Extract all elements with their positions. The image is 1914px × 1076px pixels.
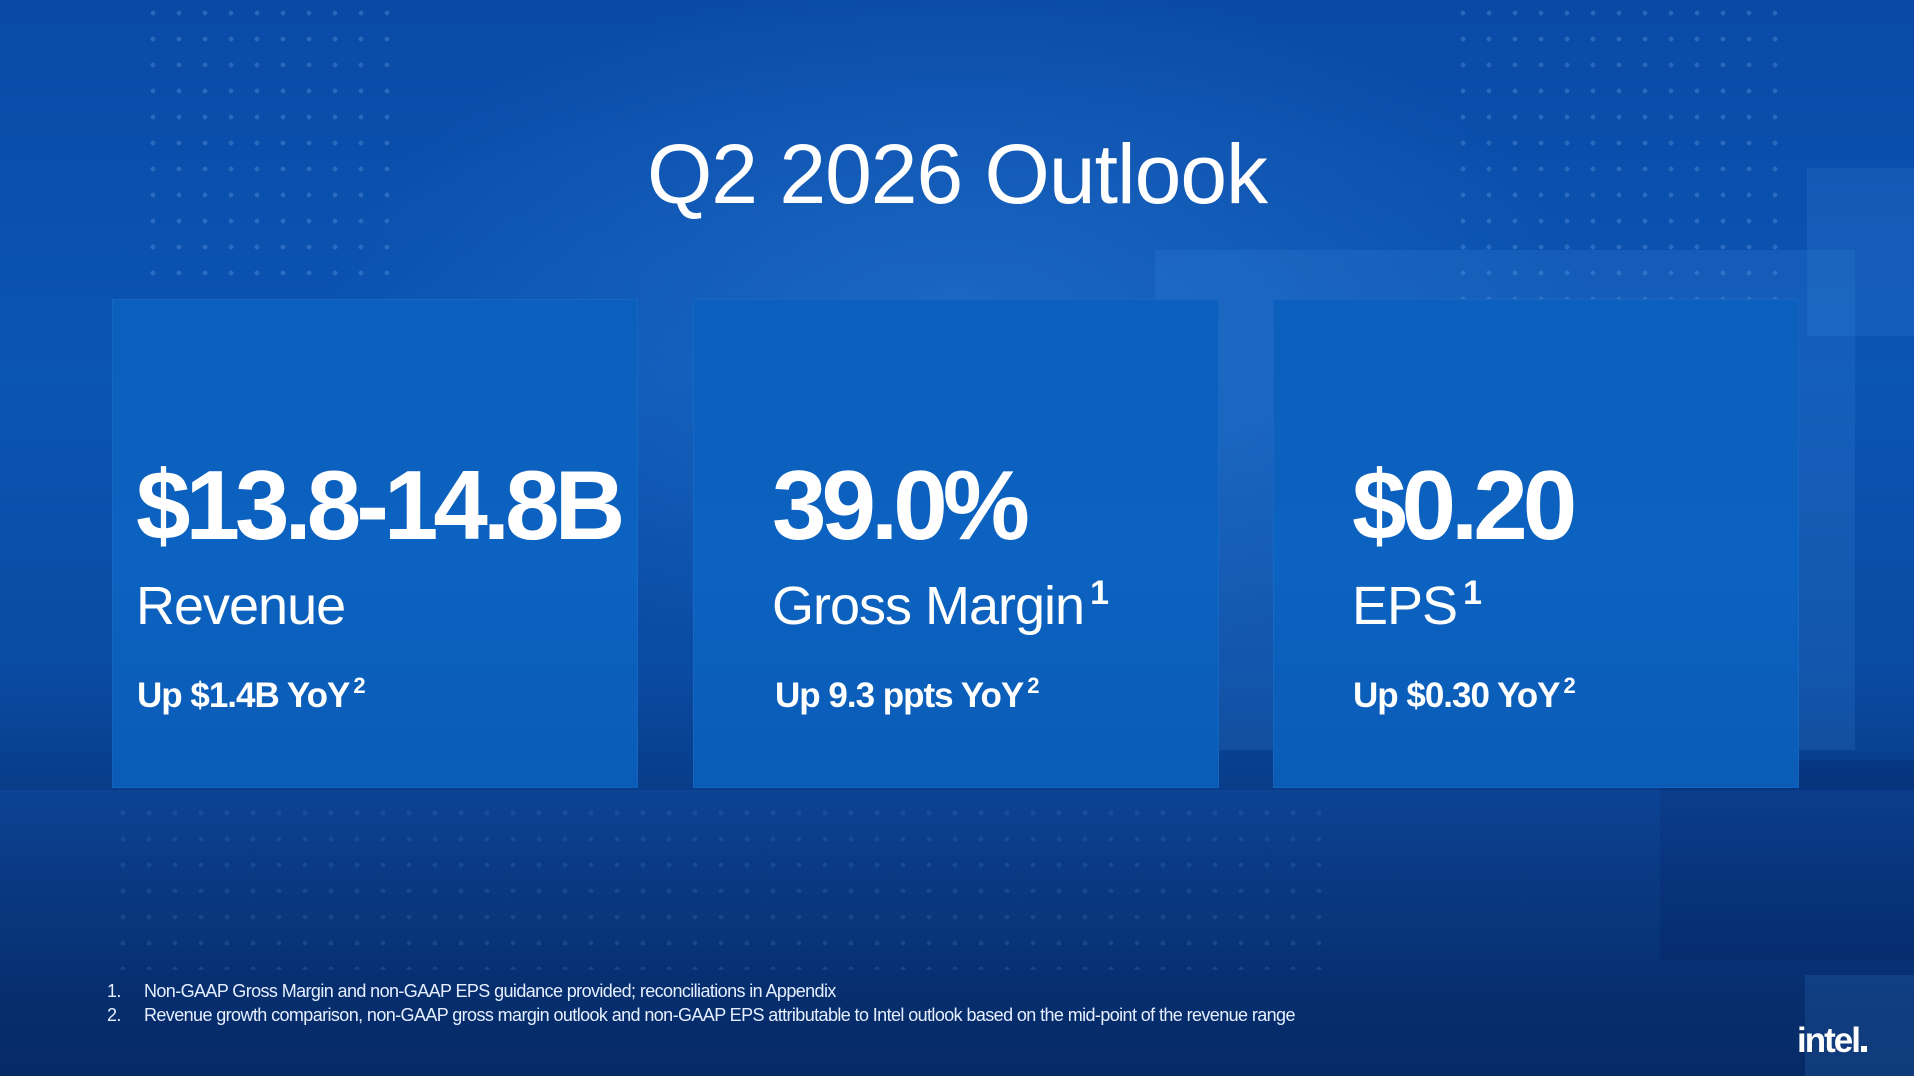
floor-reflection (0, 790, 1914, 1000)
eps-change-text: Up $0.30 YoY (1353, 676, 1561, 715)
gross-margin-change: Up 9.3 ppts YoY 2 (775, 673, 1039, 716)
eps-change: Up $0.30 YoY 2 (1353, 673, 1576, 716)
eps-card: $0.20 EPS 1 Up $0.30 YoY 2 (1273, 299, 1799, 788)
intel-logo-wordmark: intel (1797, 1021, 1861, 1060)
eps-label: EPS 1 (1352, 574, 1482, 636)
intel-logo: intel (1797, 1023, 1867, 1058)
footnote-number: 1. (107, 981, 121, 1001)
revenue-change: Up $1.4B YoY 2 (137, 673, 366, 716)
footnotes: 1. Non-GAAP Gross Margin and non-GAAP EP… (107, 979, 1295, 1027)
slide-title: Q2 2026 Outlook (646, 127, 1268, 221)
eps-value: $0.20 (1352, 450, 1577, 560)
footnote-row: 2. Revenue growth comparison, non-GAAP g… (107, 1003, 1295, 1027)
revenue-change-footnote: 2 (353, 673, 365, 698)
footnote-row: 1. Non-GAAP Gross Margin and non-GAAP EP… (107, 979, 1295, 1003)
eps-label-text: EPS (1352, 576, 1458, 636)
revenue-change-text: Up $1.4B YoY (137, 676, 350, 715)
revenue-label-text: Revenue (136, 576, 346, 636)
revenue-value: $13.8-14.8B (136, 450, 625, 560)
gross-margin-label-footnote: 1 (1090, 574, 1109, 612)
intel-logo-dot (1860, 1046, 1867, 1052)
revenue-label: Revenue (136, 576, 351, 636)
eps-label-footnote: 1 (1463, 574, 1482, 612)
footnote-number: 2. (107, 1005, 121, 1025)
footnote-text: Revenue growth comparison, non-GAAP gros… (144, 1005, 1295, 1025)
gross-margin-card: 39.0% Gross Margin 1 Up 9.3 ppts YoY 2 (693, 299, 1219, 788)
gross-margin-change-footnote: 2 (1027, 673, 1039, 698)
gross-margin-value: 39.0% (772, 450, 1030, 560)
revenue-card: $13.8-14.8B Revenue Up $1.4B YoY 2 (112, 299, 638, 788)
footnote-text: Non-GAAP Gross Margin and non-GAAP EPS g… (144, 981, 836, 1001)
eps-change-footnote: 2 (1563, 673, 1576, 698)
gross-margin-label: Gross Margin 1 (772, 574, 1109, 636)
gross-margin-label-text: Gross Margin (772, 576, 1085, 636)
gross-margin-change-text: Up 9.3 ppts YoY (775, 676, 1024, 715)
